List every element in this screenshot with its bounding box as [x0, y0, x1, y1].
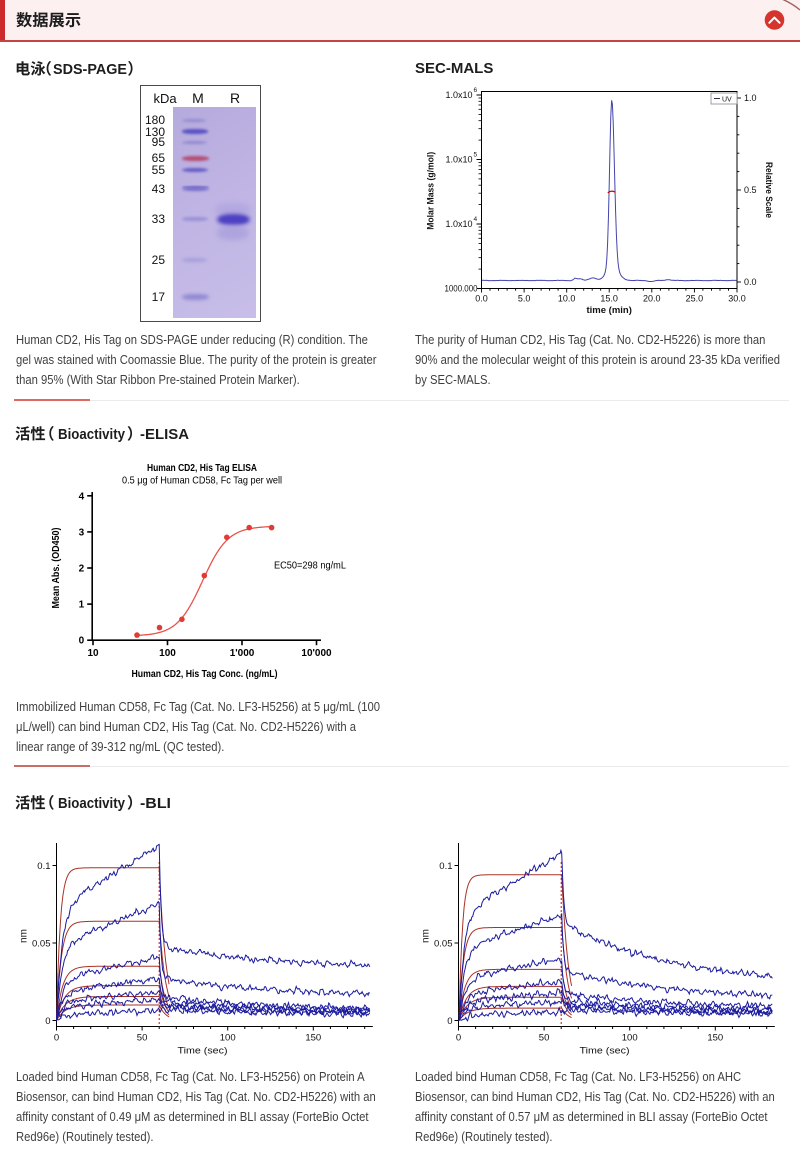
svg-text:150: 150 — [707, 1033, 723, 1044]
svg-text:10'000: 10'000 — [301, 648, 332, 659]
svg-text:0: 0 — [45, 1016, 50, 1027]
svg-text:Bioactivity: Bioactivity — [58, 426, 126, 443]
svg-text:Mean Abs. (OD450): Mean Abs. (OD450) — [50, 528, 62, 609]
svg-text:2: 2 — [79, 564, 85, 575]
svg-text:0.0: 0.0 — [475, 294, 488, 304]
svg-text:0: 0 — [79, 636, 85, 647]
svg-text:0.0: 0.0 — [744, 277, 757, 287]
svg-text:1.0x10: 1.0x10 — [445, 90, 472, 100]
svg-text:Human CD2, His Tag ELISA: Human CD2, His Tag ELISA — [147, 462, 257, 474]
svg-text:5: 5 — [474, 152, 478, 159]
svg-text:Human CD2, His Tag Conc. (ng/m: Human CD2, His Tag Conc. (ng/mL) — [132, 668, 278, 680]
svg-text:nm: nm — [421, 929, 432, 943]
svg-text:nm: nm — [19, 929, 30, 943]
svg-text:Time (sec): Time (sec) — [580, 1046, 630, 1057]
svg-text:10: 10 — [87, 648, 99, 659]
svg-text:15.0: 15.0 — [600, 294, 618, 304]
svg-text:50: 50 — [137, 1033, 148, 1044]
svg-text:0: 0 — [54, 1033, 59, 1044]
svg-text:100: 100 — [622, 1033, 638, 1044]
svg-text:1'000: 1'000 — [230, 648, 255, 659]
svg-text:Time (sec): Time (sec) — [178, 1046, 228, 1057]
svg-text:150: 150 — [305, 1033, 321, 1044]
svg-text:30.0: 30.0 — [728, 294, 746, 304]
svg-text:100: 100 — [159, 648, 176, 659]
svg-text:1000.000: 1000.000 — [445, 284, 478, 294]
svg-text:1.0x10: 1.0x10 — [445, 155, 472, 165]
svg-text:0.05: 0.05 — [434, 939, 453, 950]
svg-text:10.0: 10.0 — [558, 294, 576, 304]
svg-text:25.0: 25.0 — [686, 294, 704, 304]
svg-text:-ELISA: -ELISA — [140, 426, 189, 443]
svg-text:0: 0 — [447, 1016, 452, 1027]
svg-text:0.05: 0.05 — [32, 939, 51, 950]
svg-text:20.0: 20.0 — [643, 294, 661, 304]
svg-text:Bioactivity: Bioactivity — [58, 795, 126, 812]
svg-text:0.5 μg of Human CD58, Fc Tag p: 0.5 μg of Human CD58, Fc Tag per well — [122, 475, 282, 487]
svg-text:1.0x10: 1.0x10 — [445, 219, 472, 229]
svg-text:EC50=298 ng/mL: EC50=298 ng/mL — [274, 560, 346, 572]
svg-text:6: 6 — [474, 87, 478, 94]
svg-text:0: 0 — [456, 1033, 461, 1044]
svg-text:5.0: 5.0 — [518, 294, 531, 304]
svg-text:0.1: 0.1 — [37, 861, 50, 872]
svg-text:Molar Mass (g/mol): Molar Mass (g/mol) — [426, 152, 437, 230]
svg-text:1: 1 — [79, 600, 85, 611]
svg-text:4: 4 — [79, 491, 85, 502]
svg-text:-BLI: -BLI — [140, 795, 171, 812]
svg-text:3: 3 — [79, 527, 85, 538]
svg-text:1.0: 1.0 — [744, 93, 757, 103]
svg-text:4: 4 — [474, 216, 478, 223]
svg-text:SDS-PAGE: SDS-PAGE — [53, 61, 127, 78]
svg-text:0.1: 0.1 — [439, 861, 452, 872]
svg-text:Relative Scale: Relative Scale — [763, 162, 774, 218]
svg-text:50: 50 — [539, 1033, 550, 1044]
svg-text:100: 100 — [220, 1033, 236, 1044]
svg-text:time (min): time (min) — [587, 305, 632, 316]
svg-text:0.5: 0.5 — [744, 185, 757, 195]
svg-text:UV: UV — [722, 97, 732, 104]
